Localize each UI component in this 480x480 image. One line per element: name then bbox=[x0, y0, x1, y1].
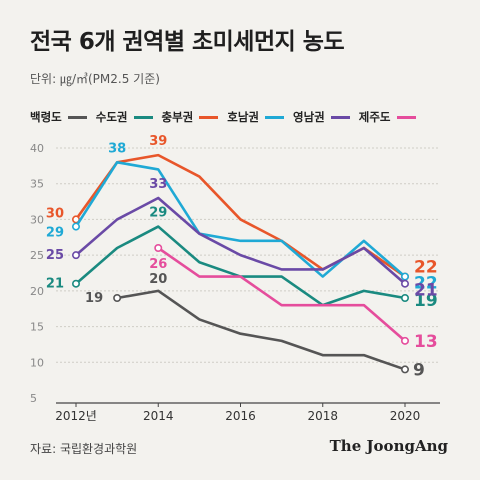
y-tick-label: 5 bbox=[30, 392, 37, 405]
gridlines bbox=[56, 147, 440, 363]
legend: 백령도 수도권 충부권 호남권 영남권 제주도 bbox=[30, 109, 460, 125]
y-tick-label: 10 bbox=[30, 356, 44, 369]
data-label: 13 bbox=[414, 332, 438, 352]
data-point bbox=[72, 279, 81, 288]
legend-label: 충부권 bbox=[161, 110, 194, 124]
data-label: 22 bbox=[414, 258, 438, 278]
series-line bbox=[74, 160, 407, 278]
series-line bbox=[115, 289, 407, 371]
legend-label: 수도권 bbox=[95, 110, 128, 124]
data-label: 25 bbox=[46, 248, 64, 263]
data-point bbox=[400, 365, 409, 374]
brand-logo: The JoongAng bbox=[329, 437, 448, 455]
y-tick-label: 40 bbox=[30, 142, 44, 155]
unit-label: 단위: ㎍/㎥(PM2.5 기준) bbox=[30, 72, 160, 86]
legend-swatch bbox=[265, 115, 284, 119]
legend-swatch bbox=[133, 115, 153, 119]
x-tick-label: 2020 bbox=[390, 409, 421, 423]
y-tick-label: 30 bbox=[30, 213, 44, 226]
series-lines bbox=[72, 153, 409, 374]
y-tick-label: 15 bbox=[30, 321, 44, 334]
data-label: 29 bbox=[46, 226, 64, 241]
legend-item-baengnyeongdo: 백령도 bbox=[30, 109, 87, 125]
legend-item-jejudo: 제주도 bbox=[359, 109, 416, 125]
data-label: 9 bbox=[413, 360, 425, 380]
chart-title: 전국 6개 권역별 초미세먼지 농도 bbox=[30, 29, 345, 55]
data-point bbox=[154, 244, 163, 253]
legend-label: 호남권 bbox=[227, 110, 259, 124]
x-tick-label: 2016 bbox=[225, 409, 256, 423]
data-point bbox=[400, 293, 409, 302]
data-point bbox=[113, 293, 122, 302]
data-label: 21 bbox=[414, 281, 438, 301]
data-point bbox=[72, 251, 81, 260]
legend-swatch bbox=[67, 115, 87, 119]
legend-swatch bbox=[199, 115, 219, 119]
y-tick-label: 20 bbox=[30, 285, 44, 298]
data-label: 22 bbox=[414, 274, 438, 294]
legend-swatch bbox=[330, 115, 350, 119]
legend-item-yeongnamgwon: 영남권 bbox=[293, 109, 350, 125]
source-note: 자료: 국립환경과학원 bbox=[30, 442, 138, 456]
y-tick-label: 35 bbox=[30, 178, 44, 191]
data-point bbox=[400, 279, 409, 288]
data-label: 20 bbox=[149, 272, 167, 287]
data-label: 39 bbox=[149, 134, 167, 149]
data-label: 21 bbox=[46, 277, 64, 292]
data-label: 19 bbox=[414, 291, 438, 311]
x-tick-label: 2018 bbox=[307, 409, 338, 423]
y-tick-label: 25 bbox=[30, 249, 44, 262]
series-line bbox=[74, 196, 407, 286]
data-label: 19 bbox=[85, 291, 103, 306]
x-tick-label: 2012년 bbox=[55, 409, 97, 423]
data-label: 33 bbox=[149, 177, 167, 192]
legend-item-chungbugwon: 충부권 bbox=[162, 109, 219, 125]
data-label: 30 bbox=[46, 206, 64, 221]
data-point bbox=[72, 222, 81, 231]
data-label: 26 bbox=[149, 257, 167, 272]
series-line bbox=[74, 225, 407, 307]
data-point bbox=[400, 336, 409, 345]
x-tick-label: 2014 bbox=[143, 409, 174, 423]
data-label: 38 bbox=[108, 141, 126, 156]
data-labels: 19 20 9 21 29 19 30 39 22 29 38 22 25 33 21 26 13 bbox=[46, 134, 438, 380]
data-point bbox=[400, 272, 409, 281]
legend-item-honamgwon: 호남권 bbox=[227, 109, 284, 125]
axes: 5 10 15 20 25 30 35 40 2012년 2014 2016 2018 2020 bbox=[30, 142, 440, 423]
legend-swatch bbox=[396, 115, 416, 119]
legend-label: 백령도 bbox=[30, 110, 62, 124]
legend-item-sudogwon: 수도권 bbox=[96, 109, 153, 125]
legend-label: 제주도 bbox=[358, 110, 391, 124]
legend-label: 영남권 bbox=[293, 110, 325, 124]
data-label: 29 bbox=[149, 206, 167, 221]
series-line bbox=[156, 246, 407, 343]
